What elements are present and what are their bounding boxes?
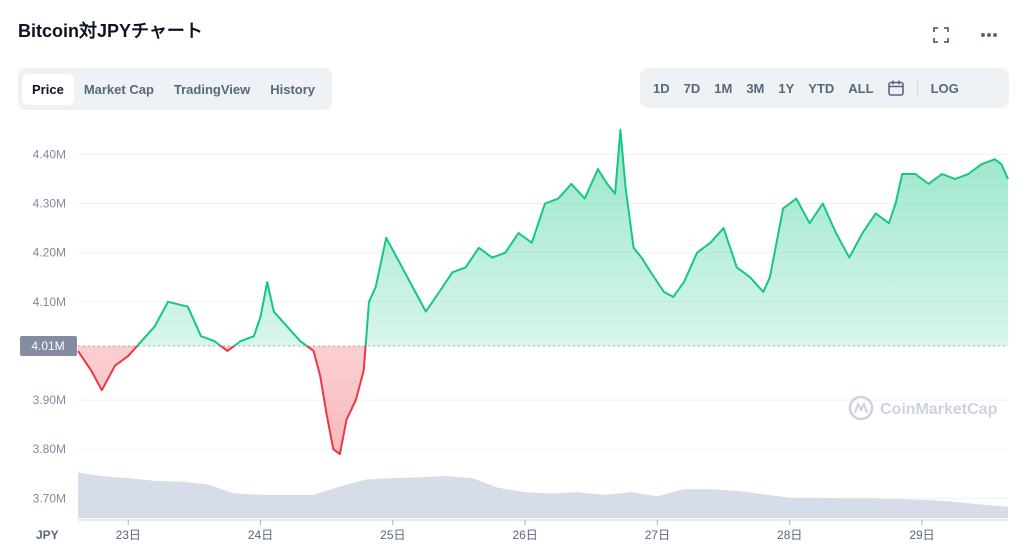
time-range-selector: 1D 7D 1M 3M 1Y YTD ALL LOG bbox=[640, 68, 1009, 108]
volume-area bbox=[78, 472, 1008, 518]
watermark-text: CoinMarketCap bbox=[880, 401, 998, 418]
tab-history[interactable]: History bbox=[270, 81, 316, 97]
y-tick-label: 3.90M bbox=[33, 393, 66, 407]
range-ytd[interactable]: YTD bbox=[808, 80, 835, 96]
watermark: CoinMarketCap bbox=[848, 395, 998, 421]
tab-tradingview[interactable]: TradingView bbox=[173, 81, 251, 97]
range-1d[interactable]: 1D bbox=[653, 80, 670, 96]
range-all[interactable]: ALL bbox=[848, 80, 874, 96]
y-tick-label: 4.20M bbox=[33, 246, 66, 260]
fullscreen-icon[interactable] bbox=[930, 24, 952, 46]
tab-price[interactable]: Price bbox=[22, 73, 74, 105]
y-tick-label: 4.40M bbox=[33, 147, 66, 161]
log-scale-toggle[interactable]: LOG bbox=[930, 80, 959, 96]
tab-market-cap[interactable]: Market Cap bbox=[83, 81, 154, 97]
more-icon[interactable] bbox=[978, 24, 1000, 46]
currency-label: JPY bbox=[36, 528, 59, 542]
x-tick-label: 28日 bbox=[777, 528, 802, 542]
x-tick-label: 25日 bbox=[380, 528, 405, 542]
price-line-up bbox=[135, 128, 1009, 347]
x-tick-label: 26日 bbox=[512, 528, 537, 542]
y-tick-label: 3.70M bbox=[33, 491, 66, 505]
baseline-marker bbox=[20, 336, 77, 357]
y-tick-label: 4.10M bbox=[33, 295, 66, 309]
price-area-up bbox=[137, 129, 1008, 347]
range-7d[interactable]: 7D bbox=[683, 80, 701, 96]
x-tick-label: 23日 bbox=[116, 528, 141, 542]
top-actions bbox=[930, 24, 1000, 46]
range-1y[interactable]: 1Y bbox=[778, 80, 795, 96]
range-divider bbox=[916, 78, 918, 98]
x-tick-label: 29日 bbox=[909, 528, 934, 542]
x-tick-label: 24日 bbox=[248, 528, 273, 542]
range-3m[interactable]: 3M bbox=[746, 80, 765, 96]
baseline-marker-label: 4.01M bbox=[31, 339, 64, 353]
chart-type-tabs: Price Market Cap TradingView History bbox=[18, 68, 332, 110]
y-tick-label: 3.80M bbox=[33, 442, 66, 456]
chart-title: Bitcoin対JPYチャート bbox=[18, 21, 203, 41]
coinmarketcap-logo-icon bbox=[848, 395, 874, 421]
calendar-icon[interactable] bbox=[881, 79, 911, 97]
x-tick-label: 27日 bbox=[645, 528, 670, 542]
y-tick-label: 4.30M bbox=[33, 197, 66, 211]
range-1m[interactable]: 1M bbox=[714, 80, 733, 96]
